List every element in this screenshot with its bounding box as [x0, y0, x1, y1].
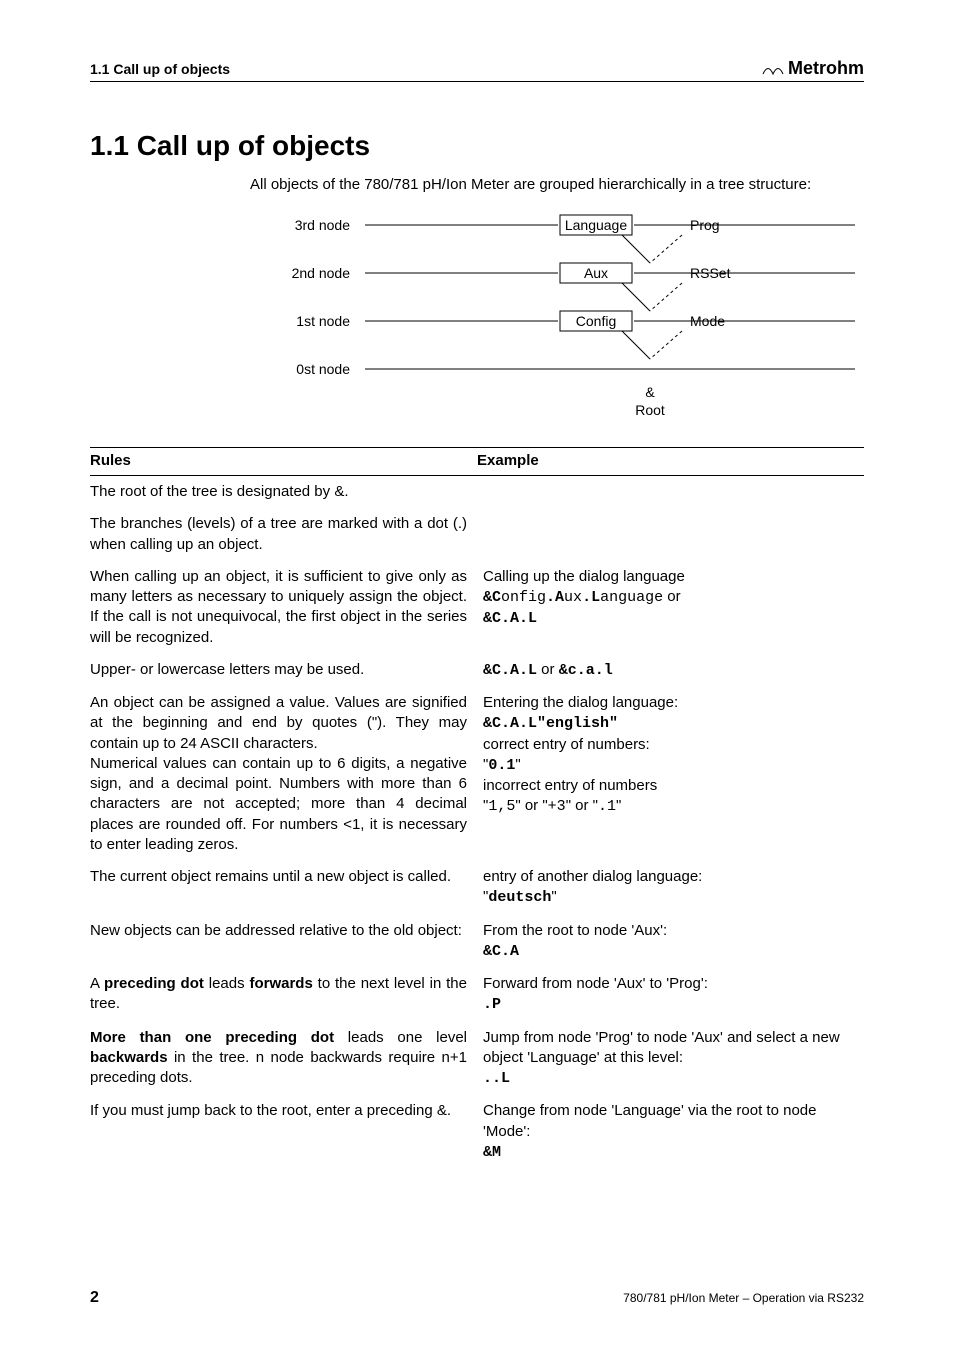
rule-cell: New objects can be addressed relative to… — [90, 915, 477, 969]
rule-cell: The root of the tree is designated by &. — [90, 476, 477, 509]
table-row: The branches (levels) of a tree are mark… — [90, 508, 864, 561]
page-number: 2 — [90, 1289, 99, 1307]
table-row: An object can be assigned a value. Value… — [90, 687, 864, 861]
example-cell: Calling up the dialog language&Config.Au… — [477, 561, 864, 654]
rule-cell: The branches (levels) of a tree are mark… — [90, 508, 477, 561]
svg-text:Prog: Prog — [690, 217, 720, 233]
svg-text:Mode: Mode — [690, 313, 725, 329]
footer-doc-title: 780/781 pH/Ion Meter – Operation via RS2… — [623, 1291, 864, 1305]
svg-text:Config: Config — [576, 313, 616, 329]
example-cell: Forward from node 'Aux' to 'Prog':.P — [477, 968, 864, 1022]
rule-cell: The current object remains until a new o… — [90, 861, 477, 915]
svg-text:2nd node: 2nd node — [292, 265, 351, 281]
svg-text:3rd node: 3rd node — [295, 217, 350, 233]
svg-text:Language: Language — [565, 217, 628, 233]
rule-cell: An object can be assigned a value. Value… — [90, 687, 477, 861]
table-row: Upper- or lowercase letters may be used.… — [90, 654, 864, 687]
svg-text:Aux: Aux — [584, 265, 608, 281]
example-header: Example — [477, 448, 864, 476]
rules-header: Rules — [90, 448, 477, 476]
page-header: 1.1 Call up of objects Metrohm — [90, 58, 864, 82]
table-row: New objects can be addressed relative to… — [90, 915, 864, 969]
svg-text:RSSet: RSSet — [690, 265, 731, 281]
table-row: If you must jump back to the root, enter… — [90, 1095, 864, 1169]
example-cell — [477, 476, 864, 509]
example-cell: Entering the dialog language:&C.A.L"engl… — [477, 687, 864, 861]
rule-cell: When calling up an object, it is suffici… — [90, 561, 477, 654]
intro-paragraph: All objects of the 780/781 pH/Ion Meter … — [250, 176, 864, 193]
svg-text:1st node: 1st node — [296, 313, 350, 329]
page-footer: 2 780/781 pH/Ion Meter – Operation via R… — [90, 1289, 864, 1307]
table-row: When calling up an object, it is suffici… — [90, 561, 864, 654]
table-row: The root of the tree is designated by &. — [90, 476, 864, 509]
example-cell: entry of another dialog language:"deutsc… — [477, 861, 864, 915]
tree-diagram: 3rd node Language Prog 2nd node Aux RSSet 1st … — [250, 213, 864, 433]
example-cell: From the root to node 'Aux':&C.A — [477, 915, 864, 969]
svg-text:&: & — [645, 384, 655, 400]
brand-text: Metrohm — [788, 58, 864, 79]
rule-cell: Upper- or lowercase letters may be used. — [90, 654, 477, 687]
example-cell: &C.A.L or &c.a.l — [477, 654, 864, 687]
rule-cell: More than one preceding dot leads one le… — [90, 1022, 477, 1096]
svg-text:Root: Root — [635, 402, 665, 418]
example-cell: Jump from node 'Prog' to node 'Aux' and … — [477, 1022, 864, 1096]
section-title: 1.1 Call up of objects — [90, 130, 864, 162]
brand-logo: Metrohm — [762, 58, 864, 79]
rule-cell: If you must jump back to the root, enter… — [90, 1095, 477, 1169]
table-row: More than one preceding dot leads one le… — [90, 1022, 864, 1096]
header-section-ref: 1.1 Call up of objects — [90, 61, 230, 77]
example-cell — [477, 508, 864, 561]
table-row: A preceding dot leads forwards to the ne… — [90, 968, 864, 1022]
rule-cell: A preceding dot leads forwards to the ne… — [90, 968, 477, 1022]
rules-example-table: Rules Example The root of the tree is de… — [90, 447, 864, 1169]
example-cell: Change from node 'Language' via the root… — [477, 1095, 864, 1169]
svg-text:0st node: 0st node — [296, 361, 350, 377]
metrohm-icon — [762, 61, 784, 77]
table-row: The current object remains until a new o… — [90, 861, 864, 915]
